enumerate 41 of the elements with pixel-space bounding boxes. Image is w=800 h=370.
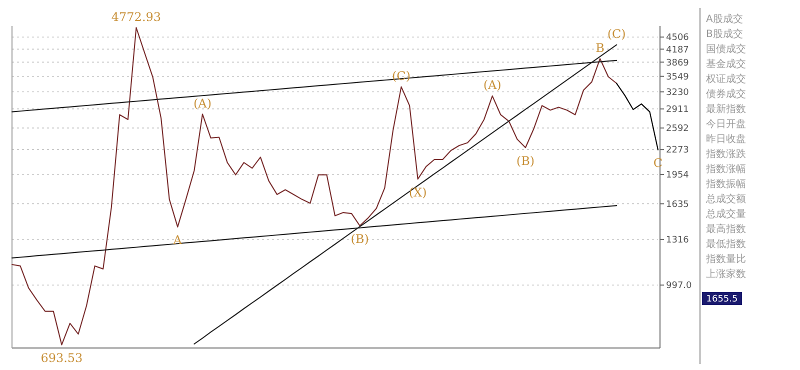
- y-tick-label: 997.0: [666, 281, 692, 292]
- annotation: (B): [350, 232, 369, 246]
- y-tick-label: 1954: [666, 170, 690, 181]
- text: 指数振幅: [705, 178, 746, 190]
- y-tick-label: 2273: [666, 146, 689, 156]
- text: 总成交量: [705, 208, 746, 220]
- y-tick-label: 4506: [666, 33, 690, 44]
- annotation: B: [596, 40, 605, 55]
- y-tick-label: 1635: [666, 200, 689, 210]
- text: 债券成交: [706, 88, 746, 100]
- text: 总成交额: [705, 193, 746, 205]
- y-tick-label: 4187: [666, 45, 689, 56]
- text: 1655.5: [706, 294, 738, 305]
- y-tick-label: 3549: [666, 72, 690, 82]
- y-tick-label: 2911: [666, 105, 689, 116]
- text: 最高指数: [706, 223, 746, 235]
- y-tick-label: 2592: [666, 124, 689, 134]
- y-tick-label: 3869: [666, 58, 690, 68]
- text: B股成交: [706, 28, 743, 40]
- annotation: (C): [607, 27, 626, 42]
- text: 指数涨跌: [705, 148, 746, 160]
- text: 最新指数: [706, 103, 746, 115]
- y-tick-label: 3230: [666, 88, 690, 98]
- annotation: 4772.93: [111, 10, 162, 24]
- text: 指数量比: [705, 253, 746, 265]
- text: 今日开盘: [706, 118, 746, 130]
- text: 指数涨幅: [705, 163, 746, 175]
- line-series: [616, 82, 659, 150]
- annotation: (A): [483, 78, 502, 92]
- annotation: (A): [193, 96, 212, 110]
- y-tick-label: 1316: [666, 236, 690, 246]
- text: 基金成交: [706, 58, 746, 70]
- text: 权证成交: [705, 73, 746, 85]
- text: 上涨家数: [706, 268, 746, 280]
- annotation: (B): [516, 154, 535, 168]
- text: 最低指数: [706, 238, 746, 250]
- text: 昨日收盘: [706, 133, 746, 145]
- text: A股成交: [706, 13, 743, 25]
- annotation: 693.53: [40, 350, 83, 365]
- text: 国债成交: [706, 43, 746, 55]
- annotation: (X): [408, 185, 427, 200]
